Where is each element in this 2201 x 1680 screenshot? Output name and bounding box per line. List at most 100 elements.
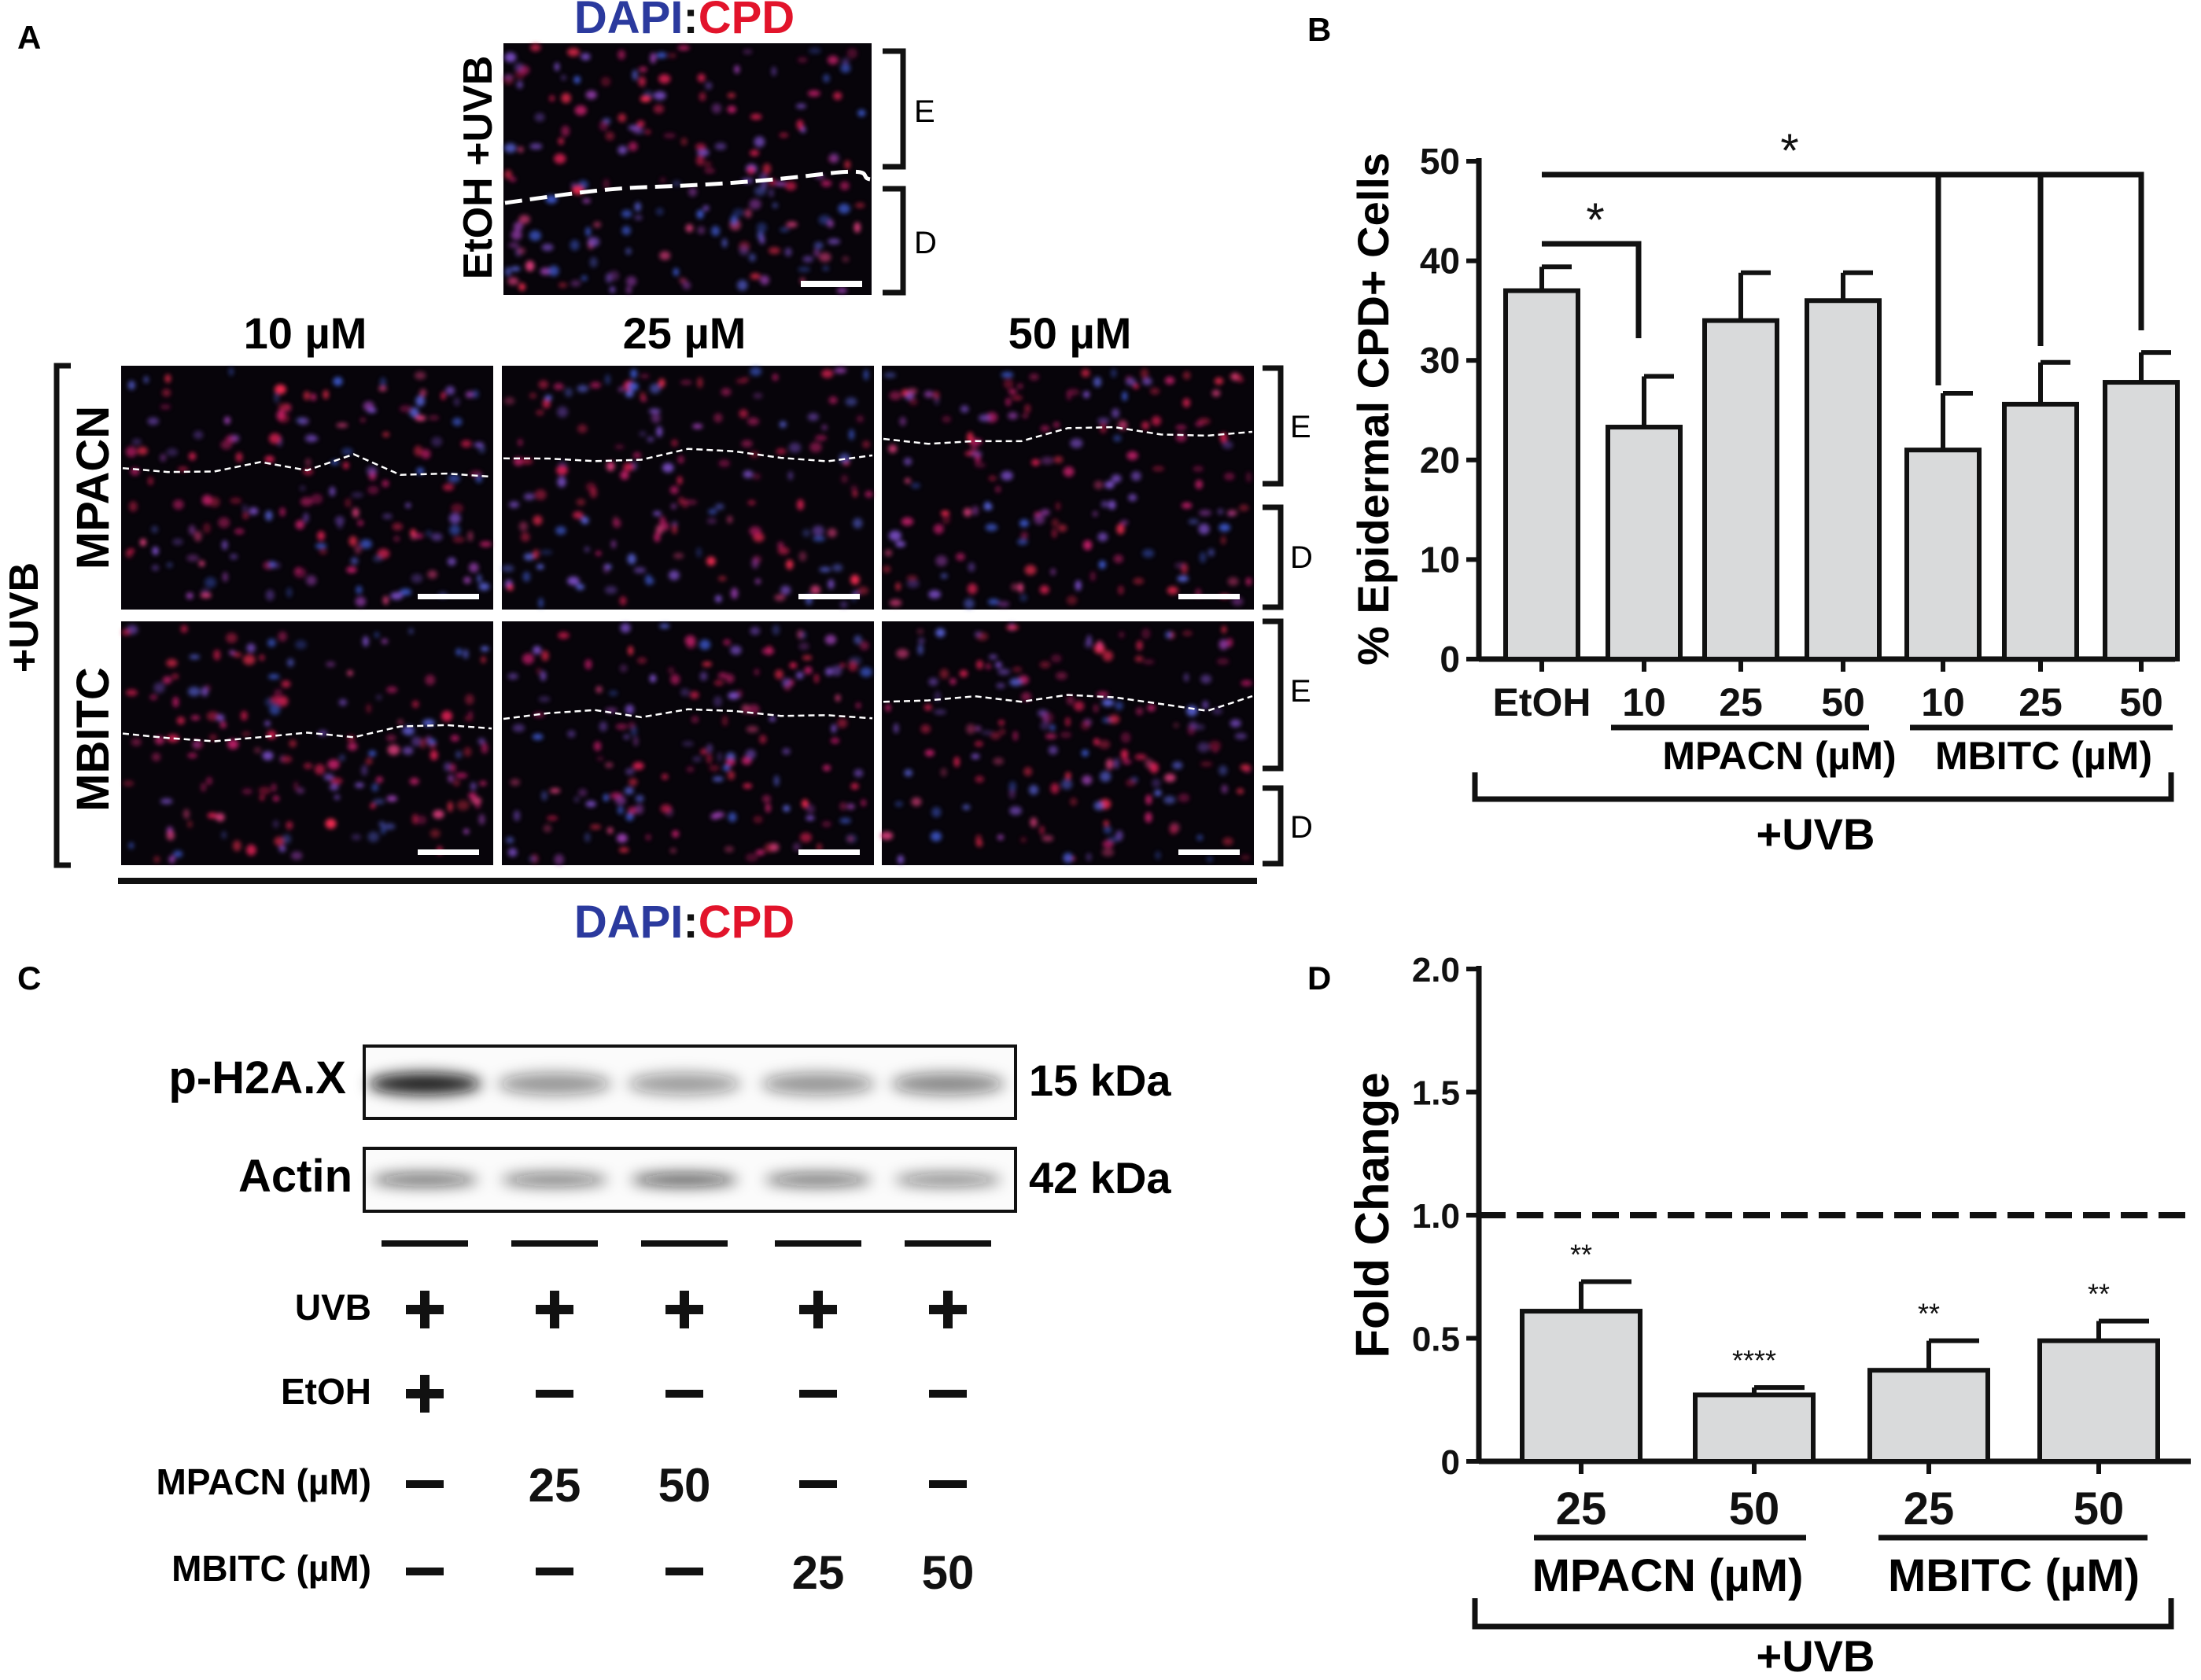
x-tick-label: 25: [1719, 680, 1763, 724]
micrograph-mpacn-10: [121, 366, 493, 610]
x-tick-label: 50: [1729, 1483, 1780, 1534]
uvb-bracket: [53, 363, 71, 868]
row1-dermis-bracket: [1263, 504, 1284, 610]
scale-bar: [418, 849, 479, 855]
panel-d-uvb-bracket: [1472, 1598, 2174, 1630]
nuclei: [503, 43, 866, 294]
sig-star-2: *: [1780, 124, 1798, 177]
panel-a-top-title: DAPI:CPD: [574, 0, 794, 43]
micrograph-background: [882, 366, 1254, 610]
x-tick-label: 25: [2019, 680, 2063, 724]
nuclei: [122, 624, 489, 864]
plus-sign: [536, 1291, 573, 1328]
bar: [1805, 298, 1882, 661]
bar: [2002, 401, 2079, 661]
x-tick-label: 50: [2074, 1483, 2125, 1534]
nuclei: [506, 623, 872, 865]
band-actin: [371, 1173, 478, 1187]
minus-sign: [929, 1390, 967, 1398]
panel-a-letter: A: [17, 19, 41, 56]
row-label-mbitc: MBITC (µM): [171, 1548, 371, 1589]
epidermis-label: E: [914, 94, 935, 129]
y-tick-label: 20: [1420, 440, 1460, 481]
bar: [1867, 1368, 1990, 1464]
x-tick-label: 50: [2119, 680, 2163, 724]
x-tick-label: 10: [1622, 680, 1666, 724]
y-tick-label: 2.0: [1412, 951, 1460, 989]
panel-d-uvb-label: +UVB: [1757, 1631, 1875, 1676]
nuclei: [501, 367, 873, 609]
cpd-word: CPD: [699, 0, 794, 43]
micrograph-mpacn-25: [501, 366, 874, 610]
dermal-epidermal-junction: [122, 453, 492, 478]
col-heading-25: 25 µM: [623, 308, 747, 358]
sig-bracket-1: [1542, 241, 1642, 338]
dose-value: 50: [922, 1546, 975, 1599]
scale-bar: [798, 849, 860, 855]
x-tick-label: 25: [1904, 1483, 1955, 1534]
dermal-epidermal-junction: [503, 708, 873, 720]
nuclei: [883, 368, 1252, 610]
band-ph2ax: [368, 1073, 481, 1095]
epidermis-bracket: [883, 48, 906, 170]
row2-epidermis-bracket: [1263, 618, 1284, 772]
minus-sign: [665, 1390, 703, 1398]
panel-b-letter: B: [1307, 11, 1331, 48]
panel-d: D Fold Change 00.51.01.52.025**50****25*…: [1307, 951, 2191, 1680]
scale-bar: [1178, 594, 1240, 599]
band-actin: [765, 1173, 872, 1187]
dose-value: 25: [529, 1459, 581, 1512]
dapi-word: DAPI: [574, 0, 684, 43]
row1-epidermis-label: E: [1290, 410, 1311, 444]
lane-rule: [775, 1240, 861, 1247]
dose-value: 25: [792, 1546, 845, 1599]
significance-stars: **: [2088, 1278, 2110, 1310]
row-label-mbitc: MBITC: [68, 667, 119, 812]
row-label-mpacn: MPACN (µM): [157, 1461, 371, 1502]
minus-sign: [536, 1568, 573, 1575]
dermal-epidermal-junction: [883, 694, 1253, 713]
minus-sign: [665, 1568, 703, 1575]
dermal-epidermal-junction: [503, 448, 873, 462]
y-tick-label: 1.0: [1412, 1197, 1460, 1236]
row2-epidermis-label: E: [1290, 674, 1311, 709]
bar: [1693, 1392, 1816, 1464]
dermal-epidermal-junction: [122, 724, 492, 742]
dermal-epidermal-junction: [504, 169, 871, 205]
minus-sign: [799, 1390, 837, 1398]
micrograph-background: [502, 366, 874, 610]
uvb-group-label: +UVB: [2, 562, 47, 672]
band-ph2ax: [891, 1073, 1005, 1095]
cpd-word-bottom: CPD: [699, 897, 794, 948]
dermis-label: D: [914, 226, 937, 260]
lane-rules: [382, 1240, 991, 1247]
row-label-etoh: EtOH: [281, 1371, 371, 1412]
micrograph-mpacn-50: [882, 366, 1254, 610]
dapi-word-bottom: DAPI: [574, 897, 684, 948]
blot-actin: [363, 1147, 1017, 1213]
col-heading-50: 50 µM: [1008, 308, 1132, 358]
nuclei: [880, 622, 1252, 864]
blot-ph2ax: [363, 1044, 1017, 1120]
panel-a: A DAPI:CPD EtOH +UVB E D 10 µM 25 µM 50 …: [2, 0, 1313, 948]
micrograph-background: [121, 621, 493, 865]
band-actin: [501, 1173, 608, 1187]
bar: [2037, 1338, 2160, 1464]
y-tick-label: 40: [1420, 241, 1460, 282]
panel-b: B % Epidermal CPD+ Cells 0 10 20 30 40 50 EtOH…: [1307, 11, 2180, 859]
minus-sign: [406, 1568, 444, 1575]
panel-b-uvb-bracket: [1472, 772, 2174, 802]
bar: [1904, 448, 1982, 661]
sig-bracket-2: [1542, 171, 2144, 330]
row1-epidermis-bracket: [1263, 365, 1284, 487]
dermis-bracket: [883, 186, 906, 296]
lane-rule: [905, 1240, 991, 1247]
y-tick-label: 0.5: [1412, 1321, 1460, 1359]
row2-dermis-label: D: [1290, 810, 1313, 845]
chart-b: 0 10 20 30 40 50 EtOH 10 25 50 10 25 50 * *: [1420, 124, 2180, 731]
panel-c: C p-H2A.X Actin 15 kDa 42 kDa UVB EtOH M…: [17, 960, 1171, 1599]
panel-b-group2-label: MBITC (µM): [1935, 734, 2152, 778]
micrograph-mbitc-25: [502, 621, 874, 865]
dermal-epidermal-junction: [883, 426, 1253, 445]
micrograph-grid: [121, 366, 1254, 865]
